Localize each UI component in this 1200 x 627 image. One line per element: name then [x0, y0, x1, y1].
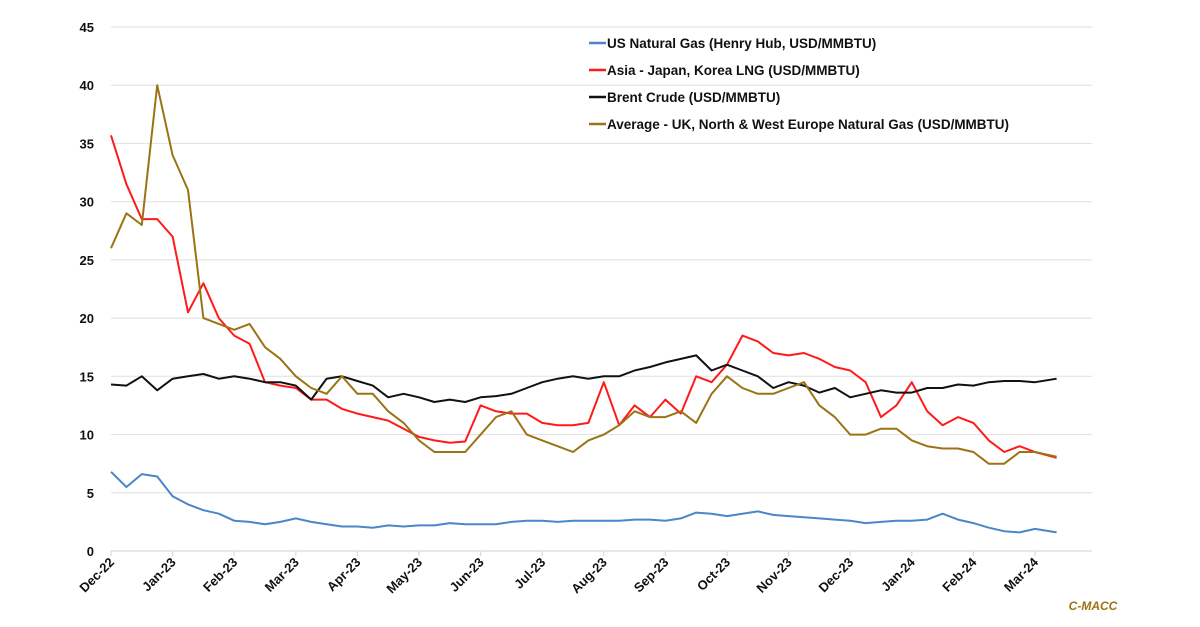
legend-label: Average - UK, North & West Europe Natura… [607, 117, 1009, 132]
x-tick-label: Jul-23 [511, 555, 548, 592]
legend: US Natural Gas (Henry Hub, USD/MMBTU) Asi… [589, 36, 1009, 132]
y-tick-label: 40 [80, 78, 94, 93]
x-tick-label: Apr-23 [324, 555, 364, 595]
x-tick-label: Feb-23 [200, 555, 240, 595]
series-line-2 [110, 354, 1057, 403]
y-tick-label: 15 [80, 369, 94, 384]
legend-label: Brent Crude (USD/MMBTU) [607, 90, 780, 105]
y-tick-label: 25 [80, 253, 94, 268]
x-tick-label: Jan-23 [139, 555, 179, 595]
legend-label: US Natural Gas (Henry Hub, USD/MMBTU) [607, 36, 876, 51]
x-tick-label: Nov-23 [753, 555, 794, 596]
y-tick-label: 5 [87, 486, 94, 501]
x-tick-label: Sep-23 [631, 555, 672, 596]
series-line-3 [110, 84, 1057, 465]
x-tick-label: Jan-24 [878, 554, 918, 594]
x-tick-label: May-23 [383, 555, 425, 597]
source-credit: C-MACC [1069, 599, 1118, 613]
y-tick-label: 10 [80, 428, 94, 443]
x-tick-label: Dec-23 [816, 555, 857, 596]
x-tick-label: Mar-24 [1001, 554, 1042, 595]
series-line-1 [110, 134, 1057, 459]
x-tick-label: Mar-23 [262, 555, 302, 595]
y-tick-label: 35 [80, 136, 94, 151]
x-tick-label: Aug-23 [568, 555, 610, 597]
x-tick-label: Feb-24 [939, 554, 980, 595]
y-tick-label: 45 [80, 20, 94, 35]
legend-label: Asia - Japan, Korea LNG (USD/MMBTU) [607, 63, 860, 78]
y-tick-label: 0 [87, 544, 94, 559]
gridlines [111, 26, 1092, 552]
y-tick-label: 30 [80, 195, 94, 210]
series-lines [110, 84, 1057, 534]
x-axis: Dec-22 Jan-23 Feb-23 Mar-23 Apr-23 May-23 Jun-… [76, 551, 1042, 597]
x-tick-label: Oct-23 [694, 555, 733, 594]
series-line-0 [110, 471, 1057, 534]
x-tick-label: Dec-22 [76, 555, 117, 596]
y-axis-ticks: 0 5 10 15 20 25 30 35 40 45 [80, 20, 94, 559]
y-tick-label: 20 [80, 311, 94, 326]
x-tick-label: Jun-23 [446, 555, 486, 595]
